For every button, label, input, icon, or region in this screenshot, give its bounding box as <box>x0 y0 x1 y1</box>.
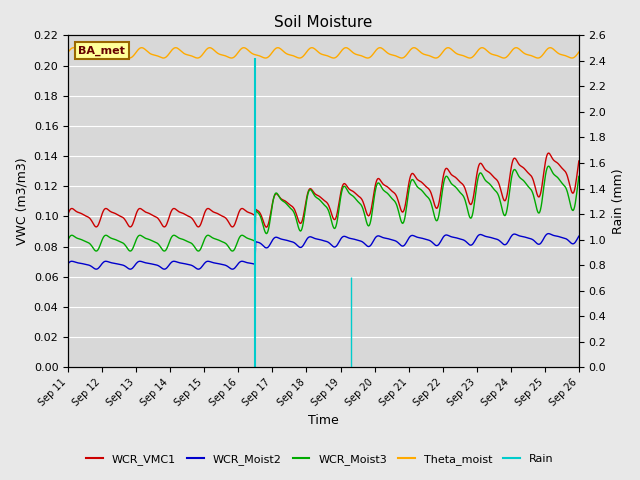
Y-axis label: VWC (m3/m3): VWC (m3/m3) <box>15 157 28 245</box>
Legend: WCR_VMC1, WCR_Moist2, WCR_Moist3, Theta_moist, Rain: WCR_VMC1, WCR_Moist2, WCR_Moist3, Theta_… <box>82 450 558 469</box>
Text: BA_met: BA_met <box>78 45 125 56</box>
Title: Soil Moisture: Soil Moisture <box>275 15 372 30</box>
X-axis label: Time: Time <box>308 414 339 427</box>
Y-axis label: Rain (mm): Rain (mm) <box>612 168 625 234</box>
